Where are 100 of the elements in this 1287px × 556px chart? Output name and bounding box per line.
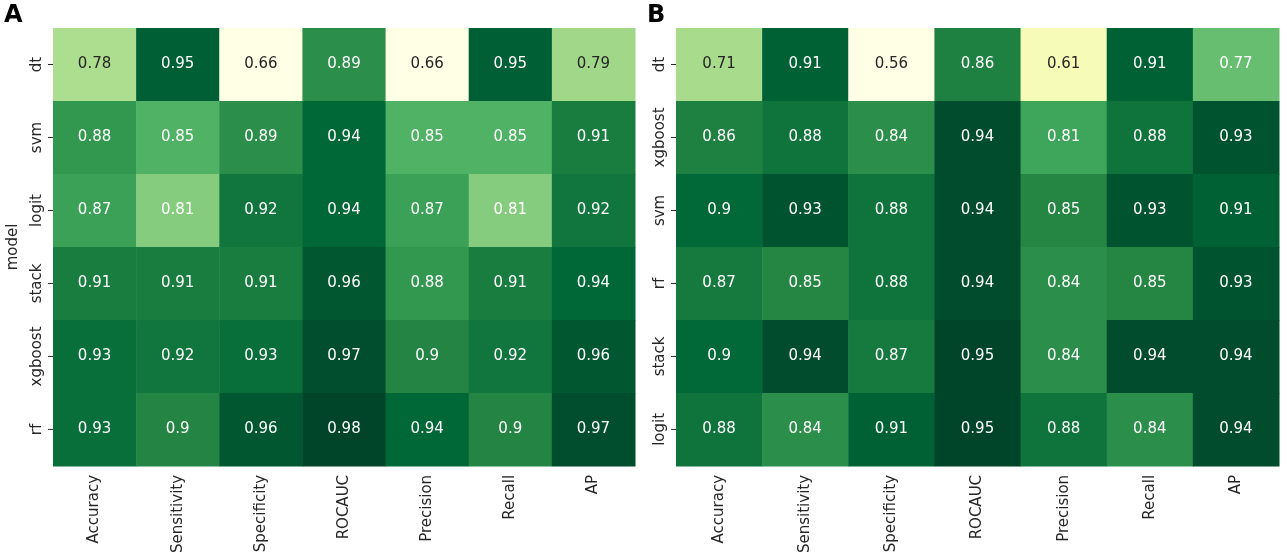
data-label: 0.84 — [1133, 419, 1167, 438]
y-axis-title: model — [3, 223, 22, 271]
data-label: 0.92 — [244, 200, 278, 219]
data-label: 0.91 — [576, 127, 611, 146]
data-label: 0.94 — [788, 346, 822, 365]
data-label: 0.92 — [576, 200, 611, 219]
x-tick-label: Precision — [1053, 474, 1072, 542]
data-label: 0.88 — [77, 127, 112, 146]
data-label: 0.9 — [707, 200, 731, 219]
x-tick-label: ROCAUC — [967, 474, 986, 540]
y-tick-label: stack — [27, 263, 46, 304]
x-tick-label: Accuracy — [84, 474, 103, 544]
chart-title: A — [4, 0, 23, 29]
data-label: 0.92 — [161, 346, 195, 365]
data-label: 0.93 — [77, 419, 112, 438]
chart-title: B — [647, 0, 666, 29]
data-label: 0.94 — [576, 273, 611, 292]
data-label: 0.94 — [1219, 419, 1253, 438]
x-tick-label: Recall — [500, 474, 519, 520]
data-label: 0.95 — [161, 54, 195, 73]
data-label: 0.9 — [498, 419, 523, 438]
data-label: 0.93 — [1219, 273, 1253, 292]
data-label: 0.94 — [327, 200, 361, 219]
data-label: 0.94 — [960, 273, 995, 292]
data-label: 0.91 — [244, 273, 278, 292]
x-tick-label: Accuracy — [708, 474, 727, 544]
data-label: 0.92 — [493, 346, 527, 365]
x-tick-label: Specificity — [881, 474, 900, 553]
data-label: 0.85 — [493, 127, 527, 146]
data-label: 0.79 — [576, 54, 611, 73]
data-label: 0.88 — [874, 273, 909, 292]
data-label: 0.89 — [244, 127, 278, 146]
y-tick-label: dt — [27, 56, 46, 73]
y-tick-label: stack — [650, 336, 669, 377]
data-label: 0.61 — [1046, 54, 1081, 73]
x-tick-label: Sensitivity — [795, 474, 814, 553]
data-label: 0.94 — [410, 419, 444, 438]
data-label: 0.94 — [1133, 346, 1167, 365]
data-label: 0.87 — [702, 273, 736, 292]
data-label: 0.91 — [77, 273, 112, 292]
data-label: 0.91 — [161, 273, 195, 292]
data-label: 0.85 — [1046, 200, 1081, 219]
data-label: 0.95 — [960, 346, 995, 365]
y-tick-label: xgboost — [650, 107, 669, 168]
data-label: 0.88 — [410, 273, 444, 292]
data-label: 0.94 — [960, 127, 995, 146]
y-tick-label: dt — [650, 56, 669, 73]
data-label: 0.98 — [327, 419, 361, 438]
data-label: 0.56 — [874, 54, 909, 73]
data-label: 0.85 — [410, 127, 444, 146]
data-label: 0.91 — [1133, 54, 1167, 73]
data-label: 0.91 — [874, 419, 909, 438]
data-label: 0.88 — [702, 419, 736, 438]
data-label: 0.88 — [1046, 419, 1081, 438]
data-label: 0.88 — [788, 127, 822, 146]
data-label: 0.97 — [327, 346, 361, 365]
data-label: 0.91 — [493, 273, 527, 292]
data-label: 0.96 — [576, 346, 611, 365]
data-label: 0.86 — [960, 54, 995, 73]
data-label: 0.87 — [410, 200, 444, 219]
data-label: 0.66 — [410, 54, 444, 73]
data-label: 0.84 — [788, 419, 822, 438]
data-label: 0.96 — [244, 419, 278, 438]
data-label: 0.95 — [960, 419, 995, 438]
y-tick-label: xgboost — [27, 326, 46, 387]
data-label: 0.77 — [1219, 54, 1253, 73]
data-label: 0.84 — [1046, 273, 1081, 292]
data-label: 0.78 — [77, 54, 112, 73]
data-label: 0.88 — [1133, 127, 1167, 146]
data-label: 0.89 — [327, 54, 361, 73]
data-label: 0.96 — [327, 273, 361, 292]
data-label: 0.81 — [493, 200, 527, 219]
data-label: 0.9 — [165, 419, 190, 438]
data-label: 0.94 — [1219, 346, 1253, 365]
data-label: 0.93 — [1133, 200, 1167, 219]
data-label: 0.87 — [77, 200, 112, 219]
data-label: 0.86 — [702, 127, 736, 146]
data-label: 0.81 — [1046, 127, 1081, 146]
x-tick-label: Sensitivity — [167, 474, 186, 553]
data-label: 0.91 — [1219, 200, 1253, 219]
data-label: 0.93 — [77, 346, 112, 365]
data-label: 0.93 — [244, 346, 278, 365]
data-label: 0.94 — [327, 127, 361, 146]
x-tick-label: Precision — [417, 474, 436, 542]
data-label: 0.87 — [874, 346, 909, 365]
data-label: 0.93 — [1219, 127, 1253, 146]
x-tick-label: Specificity — [250, 474, 269, 553]
data-label: 0.84 — [874, 127, 909, 146]
data-label: 0.91 — [788, 54, 822, 73]
data-label: 0.94 — [960, 200, 995, 219]
x-tick-label: ROCAUC — [333, 474, 352, 540]
x-tick-label: Recall — [1139, 474, 1158, 520]
data-label: 0.93 — [788, 200, 822, 219]
y-tick-label: svm — [650, 194, 669, 227]
data-label: 0.66 — [244, 54, 278, 73]
data-label: 0.85 — [788, 273, 822, 292]
data-label: 0.85 — [1133, 273, 1167, 292]
data-label: 0.84 — [1046, 346, 1081, 365]
data-label: 0.88 — [874, 200, 909, 219]
x-tick-label: AP — [583, 474, 602, 495]
